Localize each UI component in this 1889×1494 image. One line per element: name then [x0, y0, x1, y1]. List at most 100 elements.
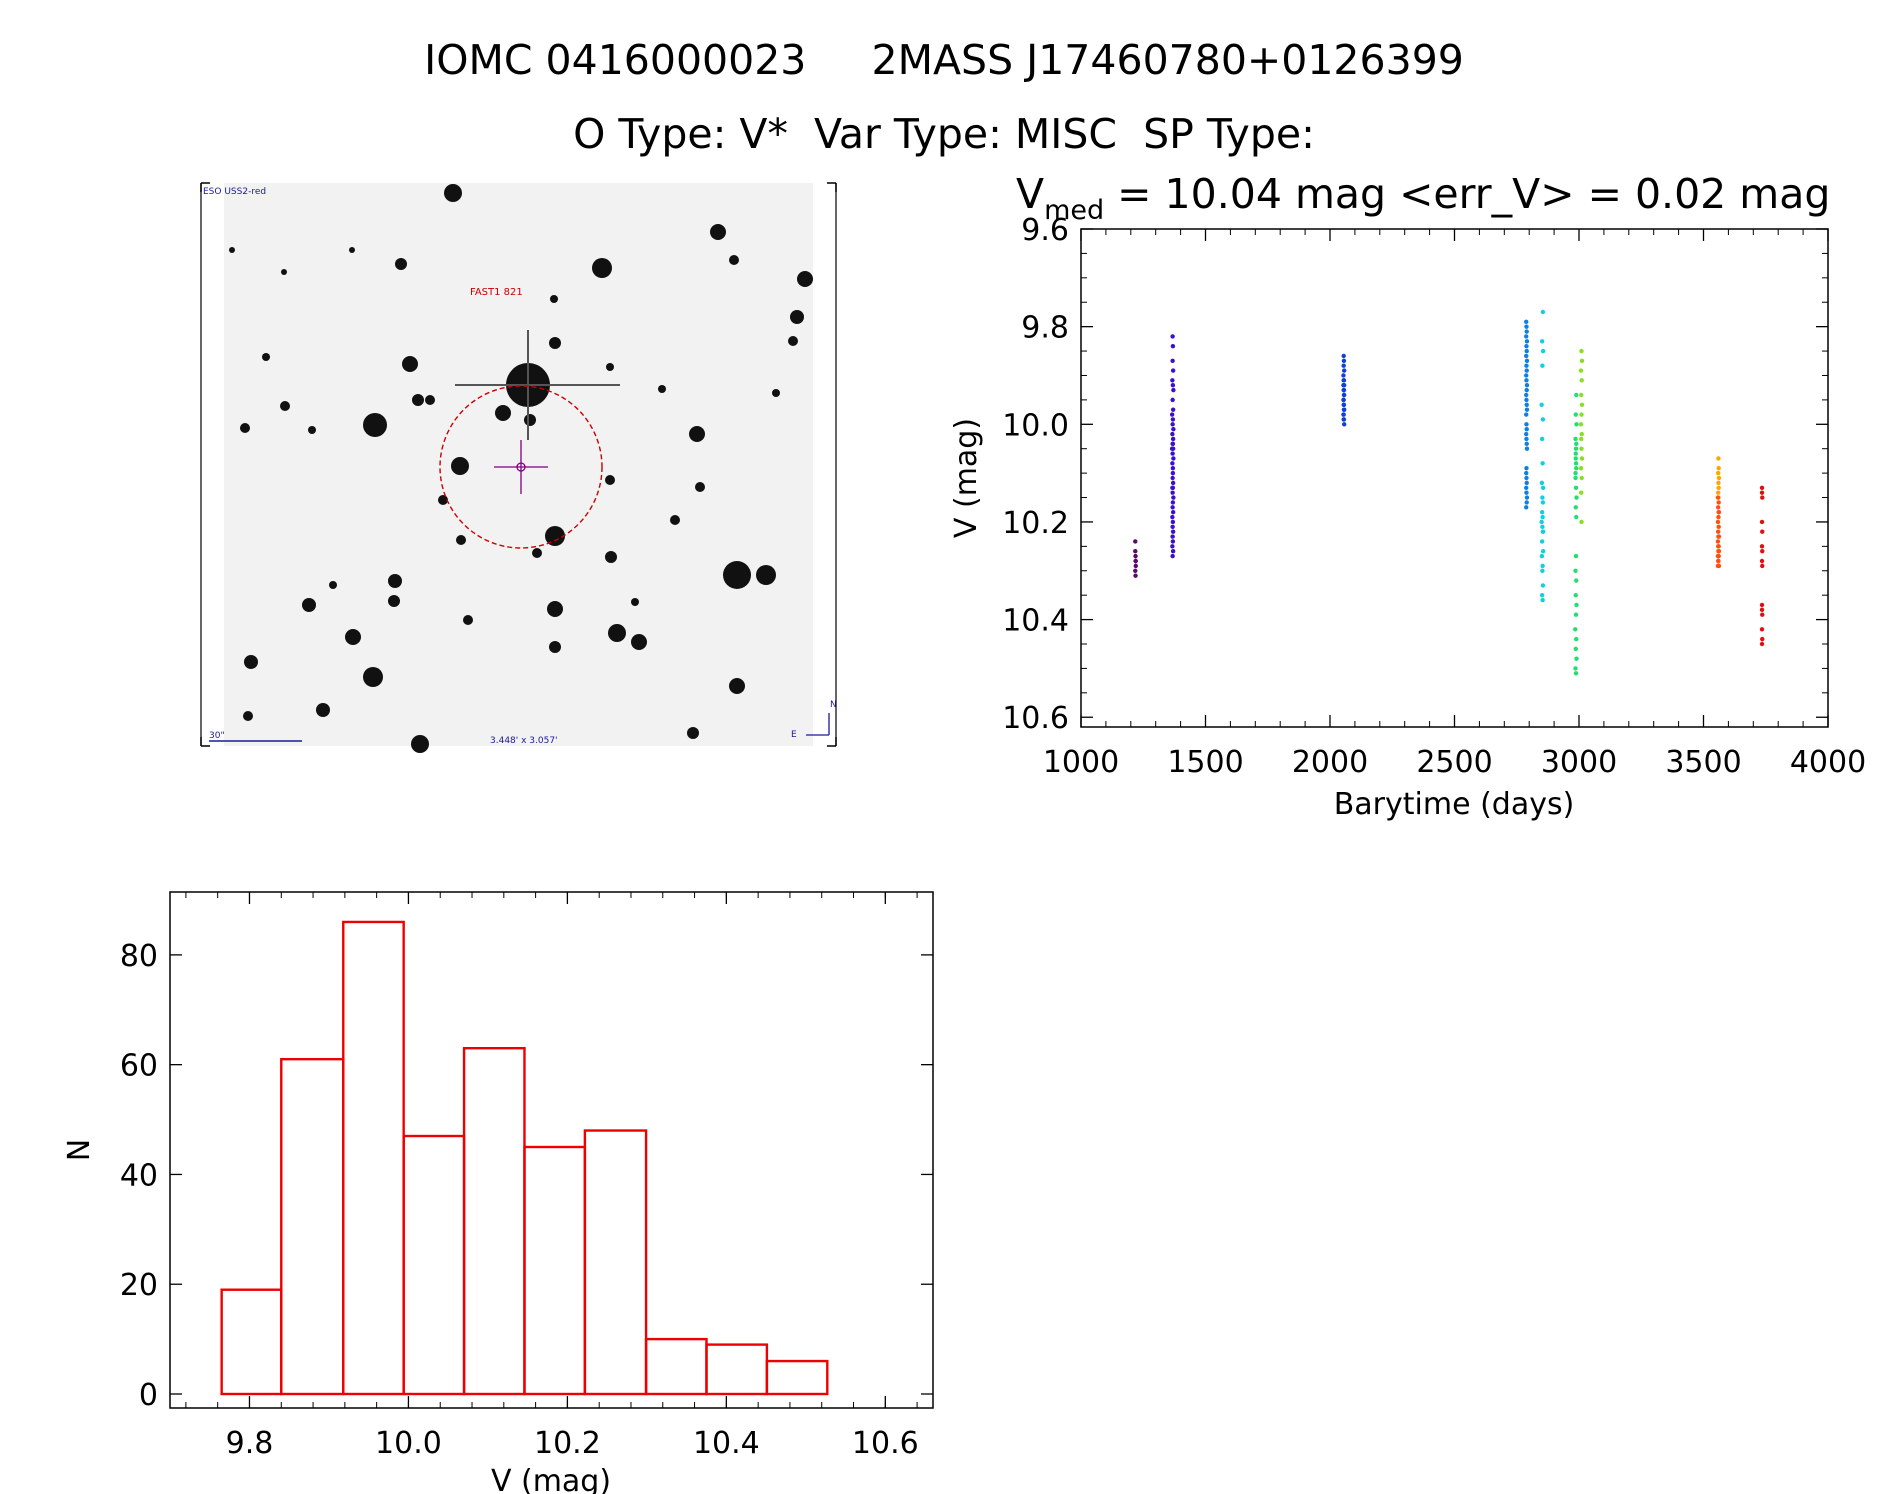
lc-point-epoch-10: [1759, 558, 1765, 564]
lc-point-epoch-7: [1579, 431, 1584, 437]
lc-point-epoch-6: [1573, 592, 1578, 598]
lc-point-epoch-4: [1524, 495, 1530, 500]
star: [363, 413, 387, 437]
lc-point-epoch-5: [1539, 402, 1544, 407]
lc-point-epoch-2: [1170, 544, 1175, 549]
title-line-1: IOMC 0416000023 2MASS J17460780+0126399: [424, 36, 1464, 84]
lc-xtick-label: 1000: [1043, 745, 1119, 780]
lc-point-epoch-3: [1341, 397, 1346, 403]
star: [605, 551, 617, 563]
compass-east-label: E: [791, 730, 797, 740]
lc-point-epoch-2: [1170, 431, 1175, 437]
lc-point-epoch-5: [1540, 568, 1545, 573]
hist-ytick-label: 0: [139, 1378, 158, 1413]
lc-point-epoch-4: [1524, 348, 1529, 354]
lc-point-epoch-3: [1341, 353, 1346, 359]
lc-point-epoch-2: [1170, 529, 1176, 534]
lc-point-epoch-3: [1341, 358, 1347, 364]
hist-bar: [765, 1359, 829, 1396]
star: [797, 271, 813, 287]
lc-point-epoch-6: [1574, 422, 1579, 427]
star: [729, 678, 745, 694]
lc-point-epoch-6: [1574, 441, 1579, 447]
lc-ytick-label: 10.6: [1002, 701, 1069, 736]
lc-point-epoch-9: [1716, 534, 1721, 539]
star: [262, 353, 270, 361]
star: [547, 601, 563, 617]
hist-ytick-label: 20: [120, 1268, 158, 1303]
lc-point-epoch-10: [1759, 602, 1765, 608]
lc-point-epoch-3: [1341, 417, 1346, 422]
lc-point-epoch-4: [1524, 334, 1529, 339]
lc-ylabel: V (mag): [949, 418, 984, 538]
lc-point-epoch-4: [1524, 387, 1529, 393]
lc-point-epoch-2: [1171, 387, 1176, 393]
lc-point-epoch-3: [1341, 392, 1347, 398]
lc-point-epoch-2: [1170, 461, 1175, 466]
lc-xtick-label: 2500: [1416, 745, 1492, 780]
lc-point-epoch-6: [1573, 456, 1578, 461]
lc-point-epoch-4: [1524, 466, 1529, 471]
lc-point-epoch-9: [1716, 549, 1722, 554]
lc-point-epoch-2: [1170, 539, 1176, 544]
star: [689, 426, 705, 442]
lc-point-epoch-10: [1759, 485, 1765, 490]
lc-point-epoch-7: [1579, 436, 1584, 442]
lc-ytick-label: 9.8: [1021, 311, 1069, 346]
star: [316, 703, 330, 717]
star: [608, 624, 626, 642]
lc-point-epoch-5: [1539, 539, 1545, 544]
star: [240, 423, 250, 433]
lc-point-epoch-9: [1715, 495, 1721, 500]
lc-point-epoch-4: [1524, 446, 1530, 451]
lc-point-epoch-3: [1341, 402, 1346, 407]
hist-xtick-label: 10.0: [375, 1426, 442, 1461]
lc-point-epoch-3: [1341, 407, 1347, 412]
lc-xtick-label: 3500: [1665, 745, 1741, 780]
lc-xlabel: Barytime (days): [1334, 787, 1575, 822]
lc-point-epoch-5: [1540, 597, 1545, 603]
lc-point-epoch-2: [1170, 490, 1175, 495]
star: [244, 655, 258, 669]
lc-point-epoch-9: [1716, 500, 1721, 505]
star: [790, 310, 804, 324]
lc-point-epoch-4: [1524, 363, 1529, 368]
lc-point-epoch-2: [1169, 412, 1175, 417]
lc-point-epoch-9: [1716, 553, 1721, 559]
title-line-2: O Type: V* Var Type: MISC SP Type:: [573, 110, 1315, 158]
size-label: 3.448' x 3.057': [490, 736, 558, 746]
lc-point-epoch-2: [1170, 485, 1175, 490]
lc-point-epoch-7: [1578, 466, 1584, 471]
lc-point-epoch-5: [1539, 436, 1545, 442]
hist-bars: [220, 920, 829, 1396]
lc-point-epoch-6: [1574, 578, 1579, 583]
lc-point-epoch-5: [1540, 529, 1546, 534]
lc-point-epoch-2: [1170, 505, 1175, 510]
lc-point-epoch-9: [1715, 519, 1721, 525]
star: [280, 401, 290, 411]
lc-point-epoch-4: [1524, 500, 1529, 505]
lc-point-epoch-5: [1539, 592, 1545, 598]
lc-point-epoch-3: [1341, 387, 1346, 393]
lc-point-epoch-7: [1579, 402, 1585, 407]
hist-ytick-label: 60: [120, 1049, 158, 1084]
lc-point-epoch-4: [1524, 339, 1530, 344]
hist-xtick-label: 10.6: [852, 1426, 919, 1461]
lc-point-epoch-7: [1579, 378, 1584, 383]
lc-xtick-label: 1500: [1167, 745, 1243, 780]
lc-point-epoch-2: [1171, 495, 1176, 500]
lc-point-epoch-5: [1540, 417, 1546, 422]
lc-point-epoch-10: [1759, 641, 1765, 647]
star-field: [229, 184, 813, 753]
lc-point-epoch-4: [1524, 431, 1529, 437]
lc-point-epoch-5: [1540, 363, 1545, 368]
lc-point-epoch-7: [1579, 446, 1584, 451]
star: [395, 258, 407, 270]
hist-bar: [402, 1134, 466, 1396]
compass-north-label: N: [830, 700, 837, 710]
star: [772, 389, 780, 397]
star: [670, 515, 680, 525]
lc-point-epoch-5: [1540, 309, 1546, 315]
star: [451, 457, 469, 475]
hist-xtick-label: 9.8: [226, 1426, 274, 1461]
